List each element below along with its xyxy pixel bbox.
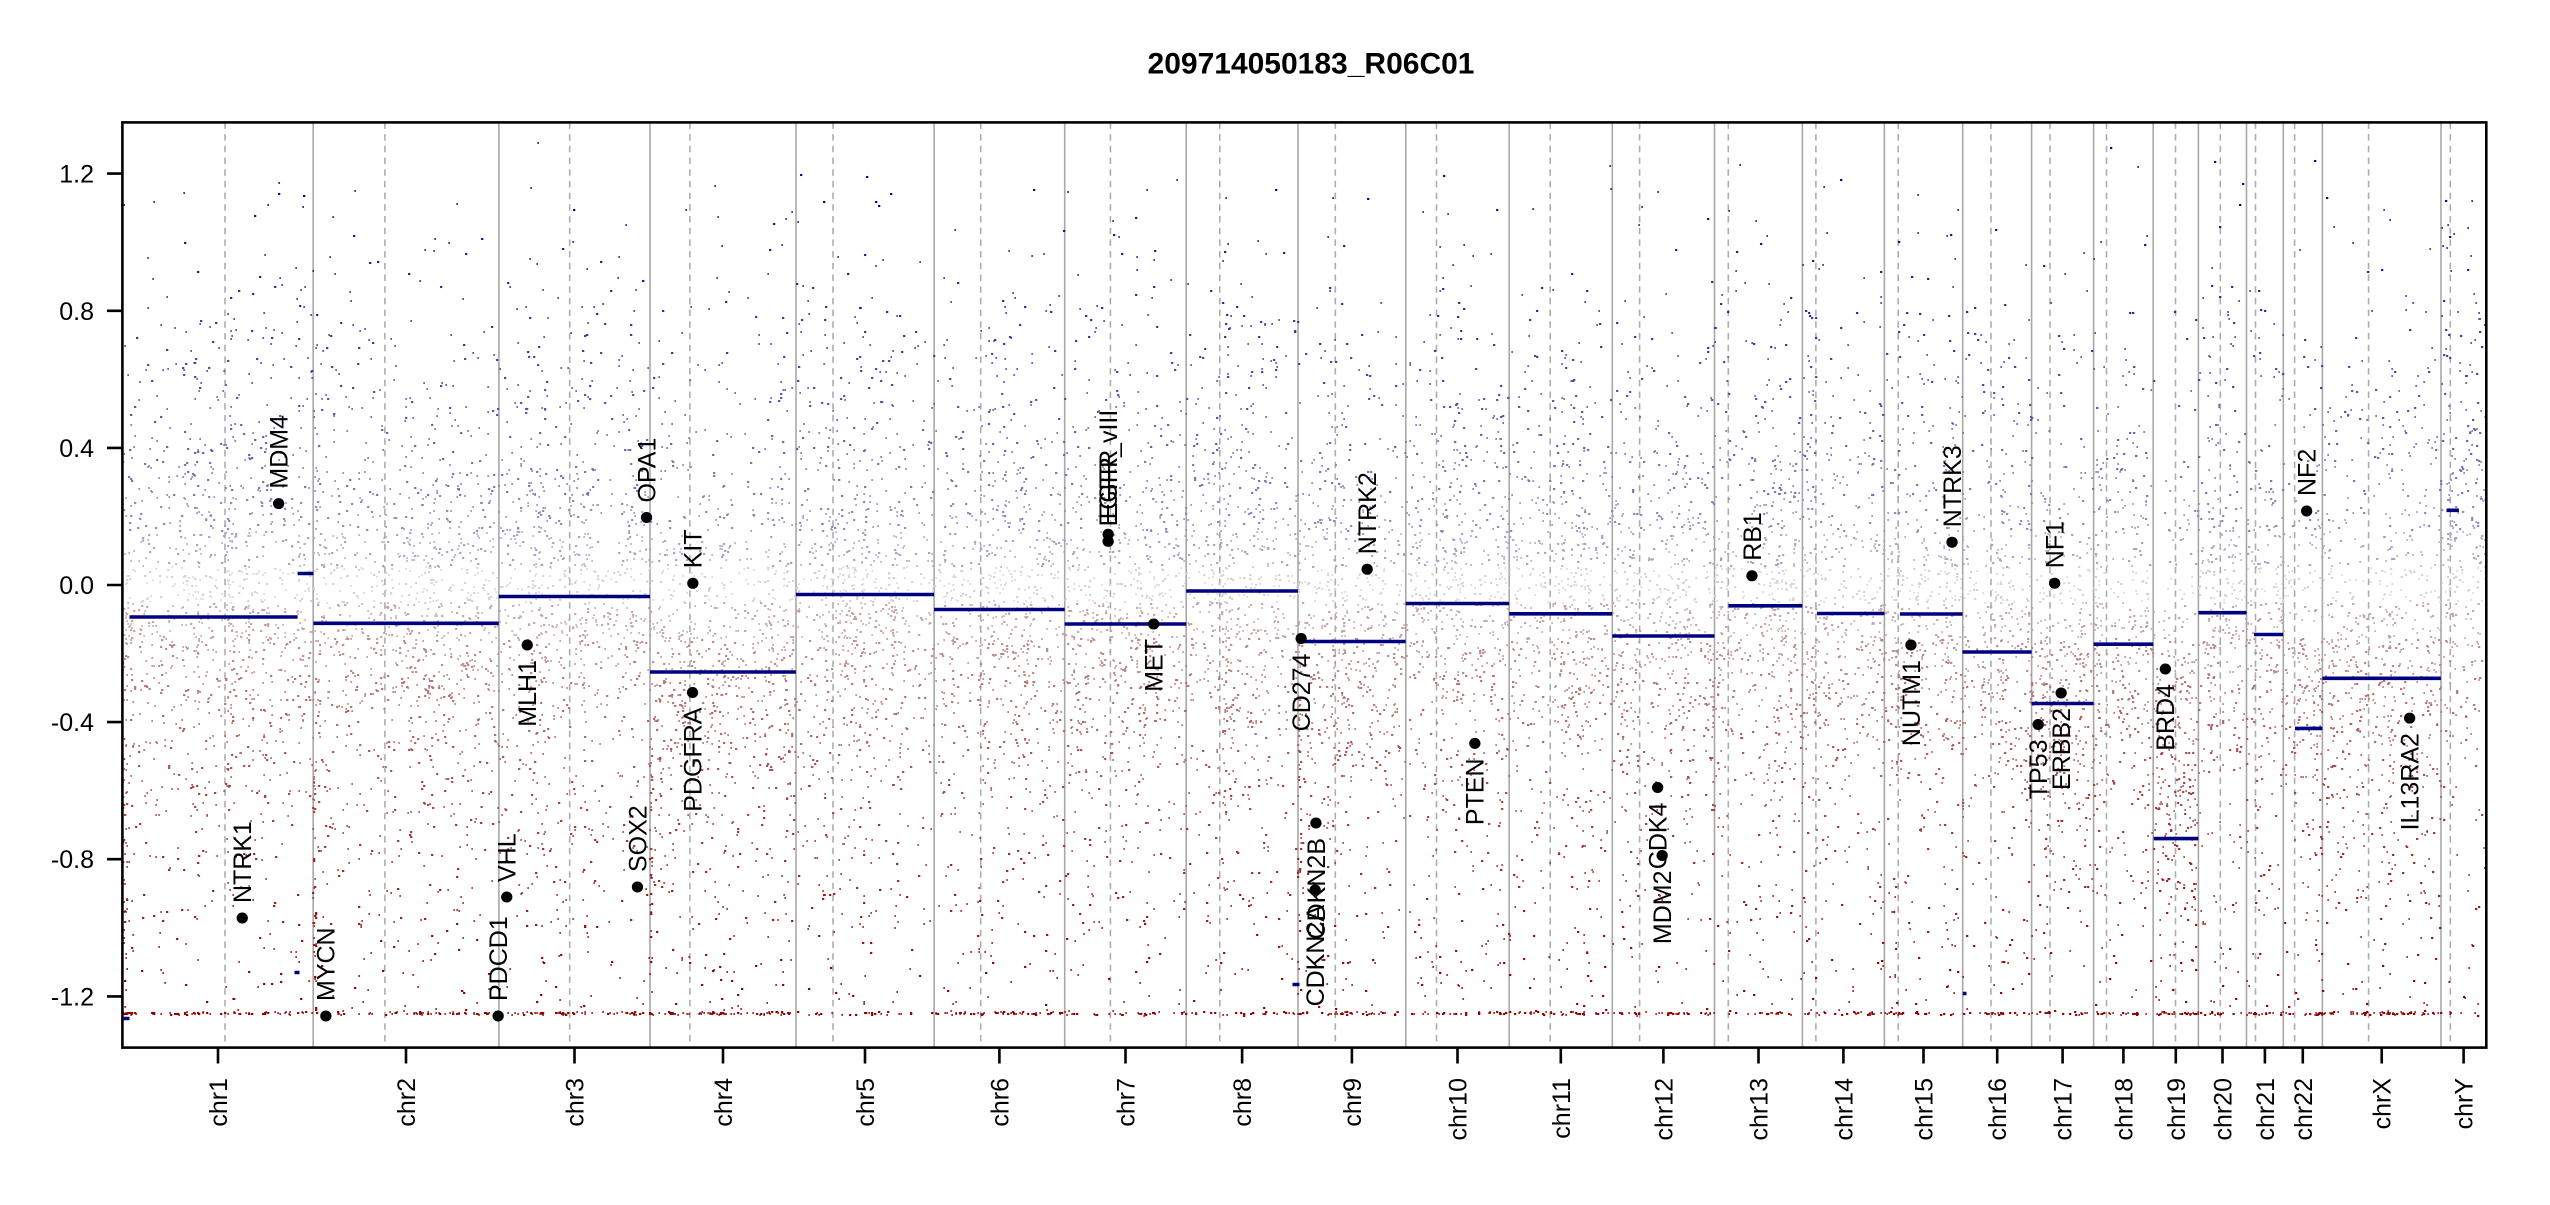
svg-text:NF1: NF1	[2042, 521, 2070, 568]
svg-text:chrY: chrY	[2451, 1078, 2479, 1130]
svg-text:CD274: CD274	[1288, 653, 1316, 731]
svg-text:SOX2: SOX2	[624, 805, 652, 872]
svg-text:0.8: 0.8	[59, 298, 94, 326]
svg-text:KIT: KIT	[680, 529, 708, 568]
svg-text:chr10: chr10	[1445, 1078, 1473, 1141]
svg-text:BRD4: BRD4	[2152, 684, 2180, 751]
svg-text:PDGFRA: PDGFRA	[679, 707, 707, 812]
svg-text:CDKN2A: CDKN2A	[1302, 905, 1330, 1007]
svg-text:chr12: chr12	[1650, 1078, 1678, 1141]
svg-text:MDM2: MDM2	[1649, 871, 1677, 945]
svg-text:NTRK2: NTRK2	[1354, 472, 1382, 554]
svg-text:chr19: chr19	[2163, 1078, 2191, 1141]
svg-text:NF2: NF2	[2294, 449, 2322, 496]
svg-text:CDK4: CDK4	[1645, 802, 1673, 869]
svg-text:chr2: chr2	[393, 1078, 421, 1127]
svg-text:PDCD1: PDCD1	[485, 916, 513, 1001]
svg-text:chr18: chr18	[2110, 1078, 2138, 1141]
svg-text:TP53: TP53	[2025, 740, 2053, 800]
svg-text:chr16: chr16	[1984, 1078, 2012, 1141]
svg-text:209714050183_R06C01: 209714050183_R06C01	[1148, 48, 1475, 81]
svg-text:chr13: chr13	[1746, 1078, 1774, 1141]
svg-text:chr15: chr15	[1911, 1078, 1939, 1141]
svg-text:NTRK1: NTRK1	[229, 821, 257, 903]
svg-text:chr6: chr6	[986, 1078, 1014, 1127]
svg-text:-0.4: -0.4	[51, 709, 94, 737]
svg-text:MET: MET	[1141, 639, 1169, 692]
svg-text:PTEN: PTEN	[1462, 758, 1490, 825]
svg-text:chr4: chr4	[710, 1078, 738, 1127]
svg-text:0.0: 0.0	[59, 572, 94, 600]
svg-text:chr11: chr11	[1548, 1078, 1576, 1139]
svg-text:EGFR: EGFR	[1095, 450, 1123, 519]
svg-text:1.2: 1.2	[59, 161, 94, 189]
svg-text:OPA1: OPA1	[633, 438, 661, 503]
svg-text:MYCN: MYCN	[313, 927, 341, 1001]
svg-text:MDM4: MDM4	[266, 415, 294, 489]
svg-text:chr1: chr1	[205, 1078, 233, 1127]
svg-text:VHL: VHL	[494, 833, 522, 882]
svg-text:chr9: chr9	[1339, 1078, 1367, 1127]
svg-text:-1.2: -1.2	[51, 983, 94, 1011]
svg-text:ERBB2: ERBB2	[2048, 708, 2076, 790]
svg-text:chr3: chr3	[562, 1078, 590, 1127]
svg-text:chr20: chr20	[2210, 1078, 2238, 1141]
svg-text:NTRK3: NTRK3	[1939, 445, 1967, 527]
svg-text:chr8: chr8	[1229, 1078, 1257, 1127]
svg-text:chr5: chr5	[852, 1078, 880, 1127]
svg-text:RB1: RB1	[1739, 512, 1767, 561]
svg-text:chr22: chr22	[2290, 1078, 2318, 1141]
svg-text:EGFR_vIII: EGFR_vIII	[1095, 410, 1123, 527]
svg-text:IL13RA2: IL13RA2	[2397, 733, 2425, 830]
svg-text:chrX: chrX	[2369, 1078, 2397, 1130]
svg-text:0.4: 0.4	[59, 435, 94, 463]
svg-text:chr17: chr17	[2050, 1078, 2078, 1141]
svg-text:chr7: chr7	[1113, 1078, 1141, 1127]
svg-text:MLH1: MLH1	[514, 660, 542, 727]
svg-text:NUTM1: NUTM1	[1898, 660, 1926, 746]
svg-text:chr14: chr14	[1830, 1078, 1858, 1141]
svg-text:-0.8: -0.8	[51, 846, 94, 874]
svg-text:CDKN2B: CDKN2B	[1303, 838, 1331, 939]
svg-text:chr21: chr21	[2252, 1078, 2280, 1141]
